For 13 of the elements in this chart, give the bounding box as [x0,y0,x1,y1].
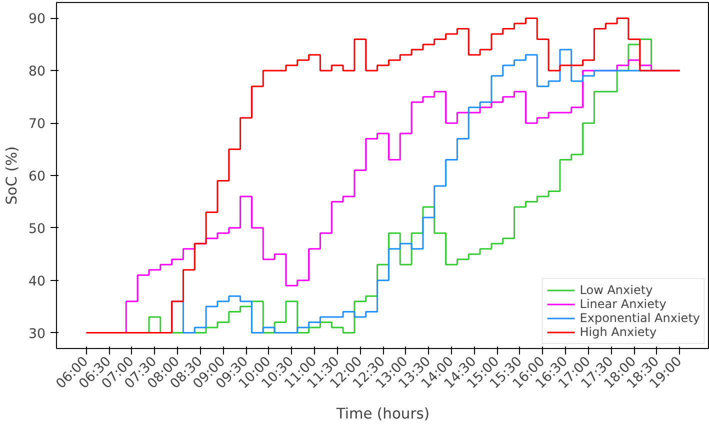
y-tick-label: 60 [28,170,46,184]
y-tick-label: 50 [28,222,46,237]
legend-label: Low Anxiety [580,283,653,297]
x-axis-title: Time (hours) [335,405,430,422]
y-axis-title: SoC (%) [4,146,21,205]
y-tick-label: 30 [28,326,46,342]
y-tick-label: 80 [28,64,46,80]
legend-label: Linear Anxiety [580,297,666,311]
legend-label: High Anxiety [580,325,657,339]
y-tick-label: 40 [28,274,46,290]
y-tick-label: 70 [28,117,46,132]
y-tick-label: 90 [28,12,46,28]
legend-label: Exponential Anxiety [580,311,700,325]
